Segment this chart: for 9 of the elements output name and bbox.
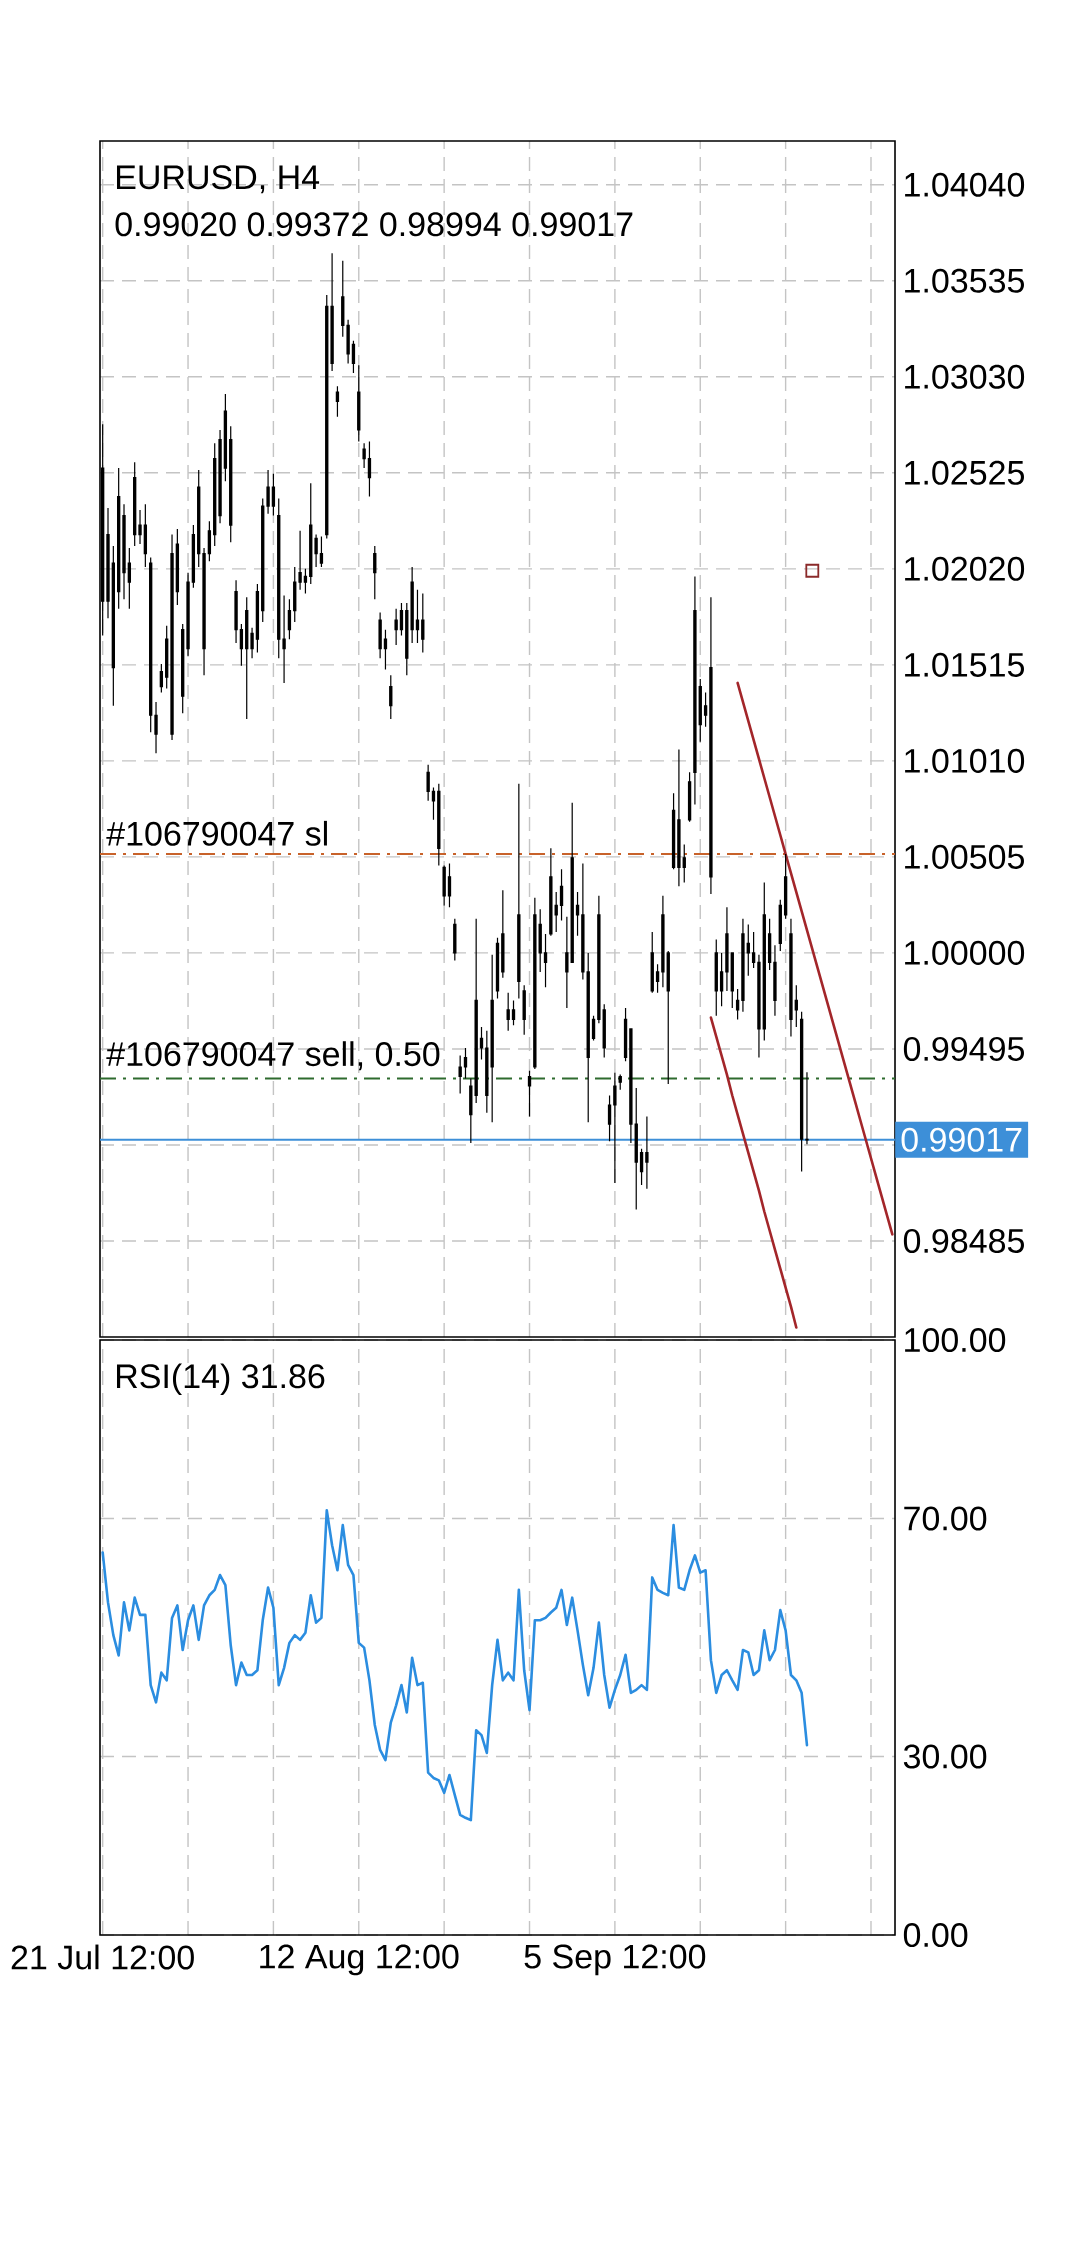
y-tick-label: 100.00 [905, 1327, 1006, 1353]
x-tick-label: 21 Jul 12:00 [11, 1944, 194, 1970]
line-series [101, 1508, 809, 1822]
y-tick-label: 70.00 [904, 1506, 987, 1531]
text: RSI(14) 31.86 [116, 1363, 325, 1396]
y-tick-label: 30.00 [903, 1744, 987, 1769]
y-tick-label: 0.00 [903, 1922, 968, 1948]
x-tick-label: 5 Sep 12:00 [524, 1944, 706, 1976]
x-tick-label: 12 Aug 12:00 [260, 1944, 459, 1976]
